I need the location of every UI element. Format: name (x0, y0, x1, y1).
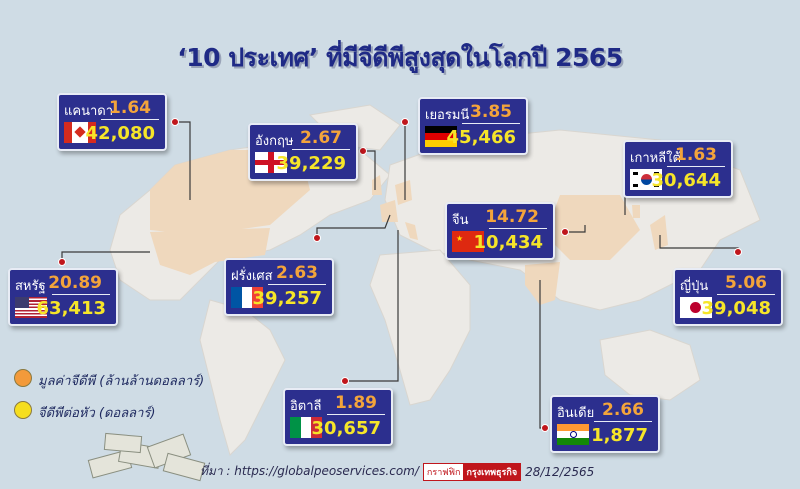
per-capita-value: 10,434 (473, 232, 543, 253)
country-name: อังกฤษ (255, 134, 294, 149)
per-capita-value: 30,657 (311, 418, 381, 439)
per-capita-value: 39,048 (701, 298, 771, 319)
divider (268, 284, 326, 285)
country-name: เยอรมนี (425, 108, 470, 123)
divider (667, 166, 725, 167)
south-korea-flag-icon (630, 169, 662, 190)
per-capita-value: 30,644 (651, 170, 721, 191)
divider (462, 123, 520, 124)
source-label: ที่มา : https://globalpeoservices.com/ (200, 464, 419, 478)
per-capita-value: 39,229 (276, 153, 346, 174)
gdp-value: 2.67 (300, 128, 342, 148)
yellow-dot-icon (14, 401, 32, 419)
legend-gdp: มูลค่าจีดีพี (ล้านล้านดอลลาร์) (14, 369, 205, 391)
per-capita-value: 39,257 (252, 288, 322, 309)
gdp-value: 3.85 (470, 102, 512, 122)
gdp-value: 2.66 (602, 400, 644, 420)
england-flag-icon (255, 152, 287, 173)
divider (717, 294, 775, 295)
country-box: อังกฤษ 2.67 39,229 (248, 123, 358, 181)
divider (489, 228, 547, 229)
gdp-value: 1.89 (335, 393, 377, 413)
publisher-logo: กราฟฟิก กรุงเทพธุรกิจ (422, 462, 522, 481)
country-name: จีน (452, 213, 469, 228)
country-box: อิตาลี 1.89 30,657 (283, 388, 393, 446)
japan-flag-icon (680, 297, 712, 318)
country-box: ญี่ปุ่น 5.06 39,048 (673, 268, 783, 326)
canada-flag-icon (64, 122, 96, 143)
per-capita-value: 45,466 (446, 127, 516, 148)
legend-per-capita: จีดีพีต่อหัว (ดอลลาร์) (14, 401, 156, 423)
divider (594, 421, 652, 422)
divider (101, 119, 159, 120)
source-date: 28/12/2565 (525, 464, 595, 479)
country-box: แคนาดา 1.64 42,080 (57, 93, 167, 151)
logo-left: กราฟฟิก (423, 463, 464, 480)
per-capita-value: 42,080 (85, 123, 155, 144)
country-name: เกาหลีใต้ (630, 151, 681, 166)
country-box: เยอรมนี 3.85 45,466 (418, 97, 528, 155)
per-capita-value: 63,413 (36, 298, 106, 319)
divider (52, 294, 110, 295)
orange-dot-icon (14, 369, 32, 387)
country-name: ฝรั่งเศส (231, 269, 273, 284)
divider (327, 414, 385, 415)
per-capita-value: 1,877 (591, 425, 648, 446)
country-box: ฝรั่งเศส 2.63 39,257 (224, 258, 334, 316)
gdp-value: 20.89 (48, 273, 102, 293)
country-box: อินเดีย 2.66 1,877 (550, 395, 660, 453)
logo-right: กรุงเทพธุรกิจ (463, 463, 521, 480)
gdp-value: 14.72 (485, 207, 539, 227)
legend-per-capita-label: จีดีพีต่อหัว (ดอลลาร์) (38, 406, 156, 421)
italy-flag-icon (290, 417, 322, 438)
country-box: จีน 14.72 ★ 10,434 (445, 202, 555, 260)
usa-flag-icon (15, 297, 47, 318)
gdp-value: 1.63 (675, 145, 717, 165)
gdp-value: 1.64 (109, 98, 151, 118)
money-stack-icon (87, 432, 206, 482)
germany-flag-icon (425, 126, 457, 147)
country-name: สหรัฐ (15, 279, 46, 294)
gdp-value: 2.63 (276, 263, 318, 283)
france-flag-icon (231, 287, 263, 308)
country-box: สหรัฐ 20.89 63,413 (8, 268, 118, 326)
china-flag-icon: ★ (452, 231, 484, 252)
country-name: อินเดีย (557, 406, 595, 421)
page-title: ‘10 ประเทศ’ ที่มีจีดีพีสูงสุดในโลกปี 256… (177, 43, 623, 72)
country-box: เกาหลีใต้ 1.63 30,644 (623, 140, 733, 198)
country-name: อิตาลี (290, 399, 322, 414)
gdp-value: 5.06 (725, 273, 767, 293)
country-name: ญี่ปุ่น (680, 279, 709, 294)
source-line: ที่มา : https://globalpeoservices.com/ ก… (200, 462, 594, 481)
india-flag-icon (557, 424, 589, 445)
country-name: แคนาดา (64, 104, 114, 119)
divider (292, 149, 350, 150)
legend-gdp-label: มูลค่าจีดีพี (ล้านล้านดอลลาร์) (38, 374, 205, 389)
